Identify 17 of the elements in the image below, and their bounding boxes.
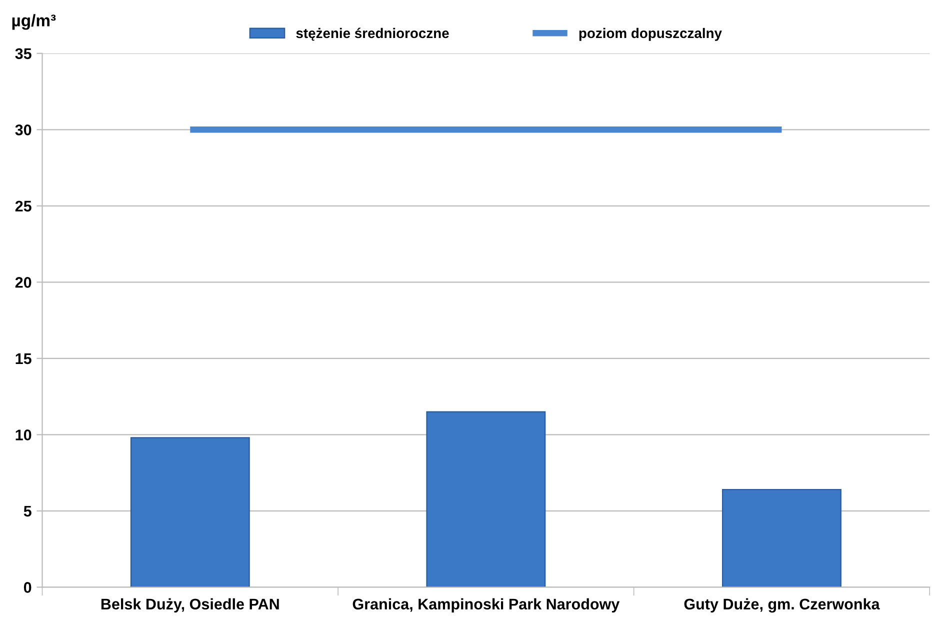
y-tick-label: 15 bbox=[16, 353, 32, 364]
y-tick-label: 35 bbox=[15, 48, 32, 60]
legend-label: stężenie średnioroczne bbox=[296, 28, 449, 41]
y-tick-label: 25 bbox=[15, 200, 32, 212]
x-tick-label: Granica, Kampinoski Park Narodowy bbox=[352, 598, 620, 613]
x-tick-label: Guty Duże, gm. Czerwonka bbox=[684, 598, 880, 613]
y-tick-label: 5 bbox=[24, 506, 32, 517]
bar bbox=[426, 411, 546, 588]
x-tick-label: Belsk Duży, Osiedle PAN bbox=[101, 598, 279, 613]
bar bbox=[130, 437, 250, 588]
y-tick-label: 20 bbox=[15, 277, 32, 288]
y-axis-title: µg/m³ bbox=[12, 14, 56, 30]
y-tick-label: 0 bbox=[24, 582, 32, 593]
legend-label: poziom dopuszczalny bbox=[579, 28, 722, 41]
bar bbox=[722, 489, 842, 588]
y-tick-label: 30 bbox=[15, 124, 32, 136]
y-tick-label: 10 bbox=[16, 430, 32, 440]
